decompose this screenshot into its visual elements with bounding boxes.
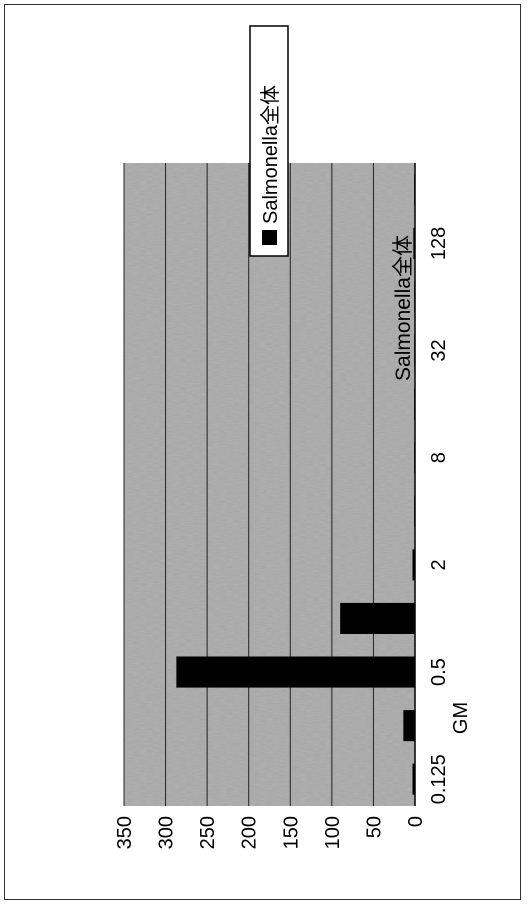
legend-box bbox=[249, 25, 289, 257]
x-tick-label: 128 bbox=[428, 227, 450, 260]
bar bbox=[414, 281, 416, 313]
legend-swatch bbox=[262, 230, 277, 245]
chart-title: Salmonella全体 bbox=[392, 235, 415, 381]
bar bbox=[340, 602, 415, 634]
y-tick-label: 300 bbox=[156, 816, 178, 849]
bar bbox=[414, 442, 416, 474]
bar bbox=[413, 227, 415, 259]
y-tick-label: 0 bbox=[405, 816, 427, 827]
y-tick-label: 150 bbox=[280, 816, 302, 849]
bar bbox=[412, 763, 415, 795]
x-tick-label: 0.5 bbox=[428, 658, 450, 686]
y-tick-label: 50 bbox=[363, 816, 385, 838]
y-tick-label: 100 bbox=[322, 816, 344, 849]
plot-texture bbox=[124, 163, 415, 806]
x-tick-label: 0.125 bbox=[428, 754, 450, 804]
y-tick-label: 200 bbox=[239, 816, 261, 849]
bar bbox=[412, 549, 415, 581]
x-axis-ticks: 0.125 0.5 2 8 32 128 bbox=[428, 227, 450, 805]
x-tick-label: 8 bbox=[428, 452, 450, 463]
bar bbox=[414, 174, 416, 206]
legend: Salmonella全体 bbox=[249, 25, 289, 257]
legend-label: Salmonella全体 bbox=[259, 85, 282, 224]
bars bbox=[176, 174, 416, 795]
plot-area bbox=[124, 163, 415, 806]
x-axis-label: GM bbox=[450, 702, 472, 734]
bar bbox=[176, 656, 415, 688]
bar bbox=[414, 495, 416, 527]
bar bbox=[414, 335, 416, 367]
bar bbox=[414, 388, 416, 420]
y-tick-label: 250 bbox=[197, 816, 219, 849]
y-axis-ticks: 0 50 100 150 200 250 300 350 bbox=[114, 816, 427, 849]
x-tick-label: 2 bbox=[428, 559, 450, 570]
gridlines bbox=[123, 163, 416, 806]
x-tick-label: 32 bbox=[428, 339, 450, 361]
y-tick-label: 350 bbox=[114, 816, 136, 849]
bar bbox=[403, 710, 415, 742]
